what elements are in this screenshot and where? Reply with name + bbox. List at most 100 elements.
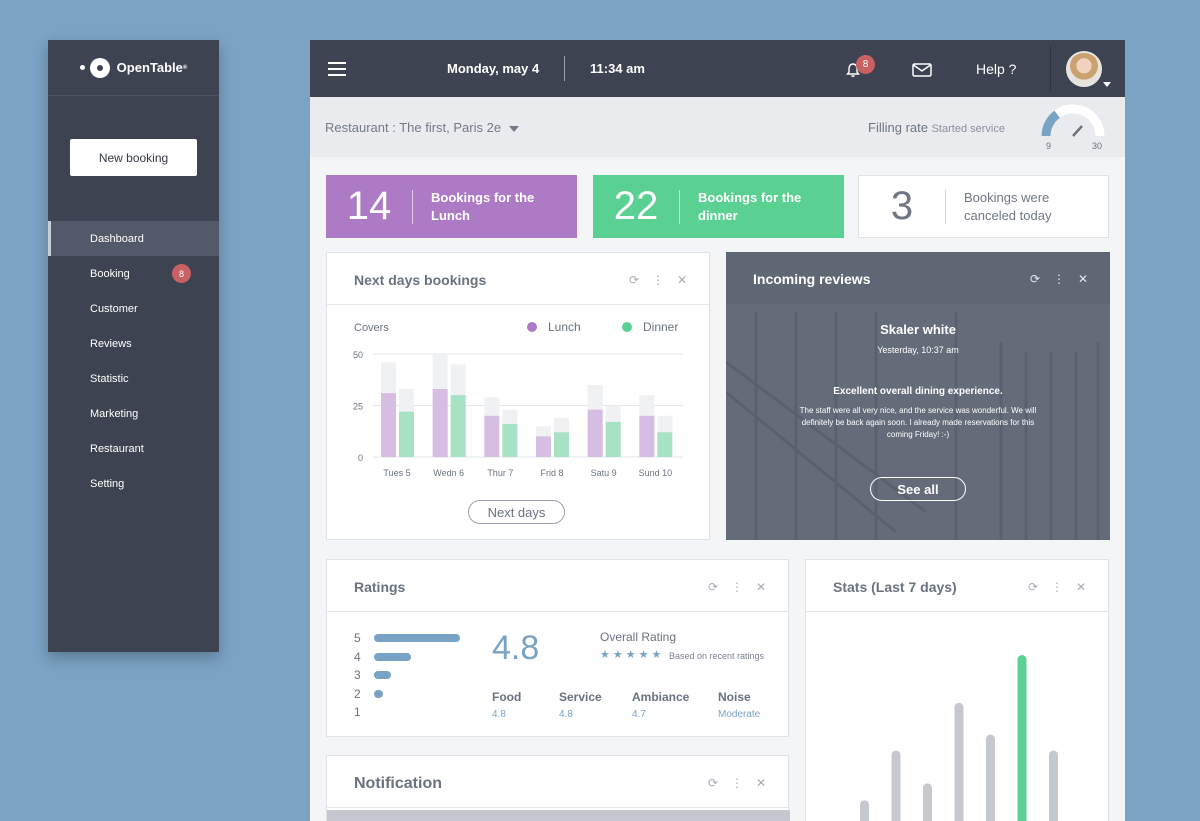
bar-lunch xyxy=(432,389,448,457)
sidebar-item-statistic[interactable]: Statistic xyxy=(48,361,219,396)
booking-count-badge: 8 xyxy=(172,264,191,283)
top-bar: Monday, may 4 11:34 am 8 Help ? xyxy=(310,40,1125,97)
avatar[interactable] xyxy=(1066,51,1102,87)
restaurant-bar: Restaurant : The first, Paris 2e Filling… xyxy=(310,97,1125,157)
stats-bar xyxy=(1049,750,1058,821)
sidebar-item-label: Booking xyxy=(90,267,130,280)
bell-icon[interactable] xyxy=(845,62,861,78)
sidebar-item-restaurant[interactable]: Restaurant xyxy=(48,431,219,466)
rating-row: 4 xyxy=(354,650,411,664)
refresh-icon[interactable]: ⟳ xyxy=(1027,580,1039,594)
card-title: Notification xyxy=(354,775,442,792)
opentable-logo[interactable]: OpenTable ® xyxy=(48,40,219,96)
filling-gauge: 9 30 xyxy=(1041,104,1105,151)
legend-label: Dinner xyxy=(643,320,678,334)
card-title: Stats (Last 7 days) xyxy=(833,579,957,595)
more-icon[interactable]: ⋮ xyxy=(1053,272,1065,286)
close-icon[interactable]: ✕ xyxy=(1075,580,1087,594)
gauge-min: 9 xyxy=(1046,141,1051,151)
sidebar-item-setting[interactable]: Setting xyxy=(48,466,219,501)
help-link[interactable]: Help ? xyxy=(976,61,1017,77)
rating-row: 1 xyxy=(354,705,374,719)
see-all-button[interactable]: See all xyxy=(870,477,966,501)
new-booking-button[interactable]: New booking xyxy=(70,139,197,176)
notification-badge[interactable]: 8 xyxy=(856,55,875,74)
close-icon[interactable]: ✕ xyxy=(676,273,688,287)
review-date: Yesterday, 10:37 am xyxy=(877,345,959,355)
rating-row: 3 xyxy=(354,668,392,682)
x-tick-label: Tues 5 xyxy=(383,468,410,478)
more-icon[interactable]: ⋮ xyxy=(652,273,664,287)
bar-dinner xyxy=(605,421,621,457)
sidebar-nav: Dashboard Booking 8 Customer Reviews Stat… xyxy=(48,221,219,501)
refresh-icon[interactable]: ⟳ xyxy=(707,580,719,594)
sidebar-item-dashboard[interactable]: Dashboard xyxy=(48,221,219,256)
close-icon[interactable]: ✕ xyxy=(1077,272,1089,286)
bar-lunch xyxy=(381,393,396,457)
card-title: Ratings xyxy=(354,579,406,595)
stats-bar xyxy=(954,702,964,821)
x-tick-label: Wedn 6 xyxy=(433,468,464,478)
restaurant-selector[interactable]: Restaurant : The first, Paris 2e xyxy=(325,120,520,135)
logo-text: OpenTable xyxy=(116,60,183,75)
bar-lunch xyxy=(639,415,655,457)
reviews-card: Incoming reviews ⟳ ⋮ ✕ Skaler white Yest… xyxy=(726,252,1110,540)
sidebar-item-label: Reviews xyxy=(90,337,132,350)
reviewer-name: Skaler white xyxy=(880,322,956,337)
dinner-count: 22 xyxy=(613,184,659,228)
review-headline: Excellent overall dining experience. xyxy=(833,386,1003,397)
lunch-bookings-card[interactable]: 14 Bookings for the Lunch xyxy=(326,175,577,238)
bookings-chart: Covers Lunch Dinner 50 25 0 Tues 5 Wedn 6 Thur 7… xyxy=(353,320,683,478)
more-icon[interactable]: ⋮ xyxy=(731,580,743,594)
legend-label: Lunch xyxy=(548,320,581,334)
sidebar: OpenTable ® New booking Dashboard Booking… xyxy=(48,40,219,652)
refresh-icon[interactable]: ⟳ xyxy=(1029,272,1041,286)
rating-star-label: 4 xyxy=(354,649,361,664)
rating-row: 2 xyxy=(354,687,383,701)
refresh-icon[interactable]: ⟳ xyxy=(628,273,640,287)
card-title: Incoming reviews xyxy=(753,271,871,287)
rating-food: Food 4.8 xyxy=(492,690,522,720)
rating-service: Service 4.8 xyxy=(559,690,602,720)
bar-dinner xyxy=(657,432,673,457)
sidebar-item-booking[interactable]: Booking 8 xyxy=(48,256,219,291)
sidebar-item-label: Marketing xyxy=(90,407,139,420)
restaurant-name: Restaurant : The first, Paris 2e xyxy=(325,120,502,135)
menu-icon[interactable] xyxy=(328,62,346,76)
refresh-icon[interactable]: ⟳ xyxy=(707,776,719,790)
filling-rate: Filling rate Started service xyxy=(868,120,1005,135)
chevron-down-icon[interactable] xyxy=(1103,82,1111,87)
x-tick-label: Satu 9 xyxy=(591,468,617,478)
logo-ring-icon xyxy=(89,57,110,78)
x-tick-label: Thur 7 xyxy=(487,468,513,478)
stats-bar xyxy=(1017,655,1027,821)
y-tick-label: 50 xyxy=(353,350,363,360)
review-body: The staff were all very nice, and the se… xyxy=(799,406,1037,439)
bar-lunch xyxy=(484,415,500,457)
close-icon[interactable]: ✕ xyxy=(755,776,767,790)
close-icon[interactable]: ✕ xyxy=(755,580,767,594)
gauge-needle xyxy=(1072,125,1083,137)
notification-card: Notification ⟳ ⋮ ✕ xyxy=(326,755,790,821)
bar-dinner xyxy=(450,395,466,457)
next-days-button[interactable]: Next days xyxy=(468,500,565,524)
y-tick-label: 25 xyxy=(353,402,363,412)
rating-star-label: 1 xyxy=(354,705,361,719)
rating-star-label: 3 xyxy=(354,668,361,682)
sidebar-item-label: Statistic xyxy=(90,372,129,385)
sidebar-item-reviews[interactable]: Reviews xyxy=(48,326,219,361)
canceled-bookings-card[interactable]: 3 Bookings were canceled today xyxy=(858,175,1109,238)
mail-icon[interactable] xyxy=(912,63,932,77)
rating-row: 5 xyxy=(354,631,460,645)
sidebar-item-marketing[interactable]: Marketing xyxy=(48,396,219,431)
bar-dinner xyxy=(399,411,414,457)
divider xyxy=(1050,46,1051,91)
more-icon[interactable]: ⋮ xyxy=(731,776,743,790)
sidebar-item-label: Setting xyxy=(90,477,125,490)
ratings-card: Ratings ⟳ ⋮ ✕ 5 4 3 2 1 4.8 Overall Rating ★… xyxy=(326,559,789,737)
sidebar-item-customer[interactable]: Customer xyxy=(48,291,219,326)
more-icon[interactable]: ⋮ xyxy=(1051,580,1063,594)
stats-bar xyxy=(923,783,932,821)
rating-noise: Noise Moderate xyxy=(718,690,761,720)
dinner-bookings-card[interactable]: 22 Bookings for the dinner xyxy=(593,175,844,238)
